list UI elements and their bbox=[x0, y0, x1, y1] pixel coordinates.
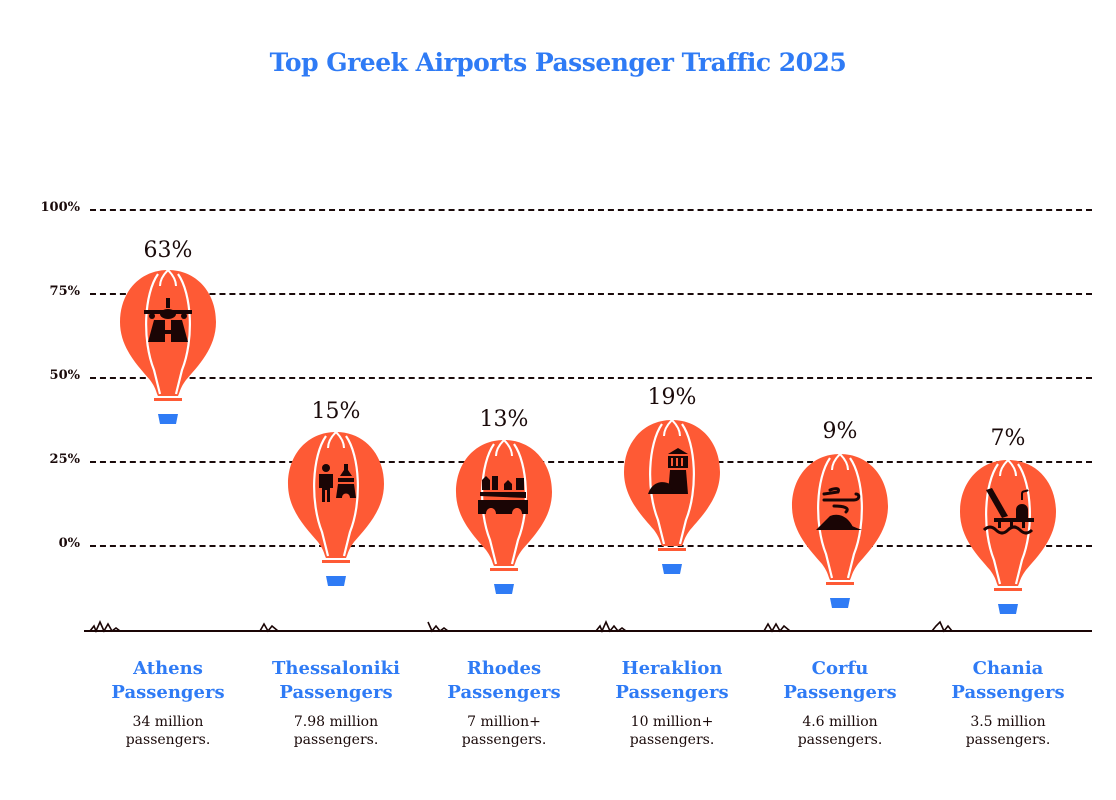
passenger-count: 7 million+ passengers. bbox=[461, 714, 547, 748]
airport-name: Heraklion bbox=[621, 658, 723, 679]
balloon-heraklion bbox=[622, 418, 722, 600]
percent-label-thessaloniki: 15% bbox=[311, 399, 361, 424]
category-label-chania: Chania Passengers 3.5 million passengers. bbox=[928, 657, 1088, 749]
balloon-thessaloniki bbox=[286, 430, 386, 612]
passenger-count: 34 million passengers. bbox=[125, 714, 211, 748]
passenger-count: 3.5 million passengers. bbox=[965, 714, 1051, 748]
category-label-corfu: Corfu Passengers 4.6 million passengers. bbox=[760, 657, 920, 749]
category-label-athens: Athens Passengers 34 million passengers. bbox=[88, 657, 248, 749]
airport-name: Rhodes bbox=[466, 658, 542, 679]
airport-name: Corfu bbox=[811, 658, 869, 679]
y-tick-25: 25% bbox=[49, 452, 80, 467]
chart-title: Top Greek Airports Passenger Traffic 202… bbox=[269, 48, 847, 77]
category-label-rhodes: Rhodes Passengers 7 million+ passengers. bbox=[424, 657, 584, 749]
airport-name: Thessaloniki bbox=[272, 658, 400, 679]
balloon-athens bbox=[118, 268, 218, 450]
ground-line bbox=[84, 620, 1092, 634]
balloon-rhodes bbox=[454, 438, 554, 620]
harbor-crane-icon bbox=[982, 488, 1034, 535]
percent-label-athens: 63% bbox=[143, 238, 193, 263]
balloon-chania bbox=[958, 458, 1058, 640]
airport-sub: Passengers bbox=[615, 682, 729, 703]
y-tick-100: 100% bbox=[40, 200, 81, 215]
airport-sub: Passengers bbox=[279, 682, 393, 703]
airport-sub: Passengers bbox=[951, 682, 1065, 703]
category-label-thessaloniki: Thessaloniki Passengers 7.98 million pass… bbox=[256, 657, 416, 749]
percent-label-chania: 7% bbox=[990, 426, 1026, 451]
wind-dune-icon bbox=[822, 487, 861, 514]
gridline-0 bbox=[90, 545, 1092, 547]
airport-sub: Passengers bbox=[447, 682, 561, 703]
balloon-corfu bbox=[790, 452, 890, 634]
airport-name: Chania bbox=[972, 658, 1044, 679]
airport-sub: Passengers bbox=[783, 682, 897, 703]
passenger-count: 10 million+ passengers. bbox=[629, 714, 715, 748]
passenger-count: 7.98 million passengers. bbox=[293, 714, 379, 748]
gridline-75 bbox=[90, 293, 1092, 295]
percent-label-rhodes: 13% bbox=[479, 407, 529, 432]
gridline-100 bbox=[90, 209, 1092, 211]
category-label-heraklion: Heraklion Passengers 10 million+ passenge… bbox=[592, 657, 752, 749]
percent-label-corfu: 9% bbox=[822, 419, 858, 444]
gridline-25 bbox=[90, 461, 1092, 463]
airport-runway-icon bbox=[144, 298, 192, 342]
y-tick-75: 75% bbox=[49, 284, 80, 299]
y-tick-0: 0% bbox=[58, 536, 80, 551]
y-tick-50: 50% bbox=[49, 368, 80, 383]
airport-name: Athens bbox=[133, 658, 203, 679]
tourist-tower-icon bbox=[319, 464, 356, 502]
old-town-bridge-icon bbox=[478, 476, 528, 514]
percent-label-heraklion: 19% bbox=[647, 385, 697, 410]
gridline-50 bbox=[90, 377, 1092, 379]
airport-sub: Passengers bbox=[111, 682, 225, 703]
lighthouse-icon bbox=[648, 448, 688, 494]
passenger-count: 4.6 million passengers. bbox=[797, 714, 883, 748]
